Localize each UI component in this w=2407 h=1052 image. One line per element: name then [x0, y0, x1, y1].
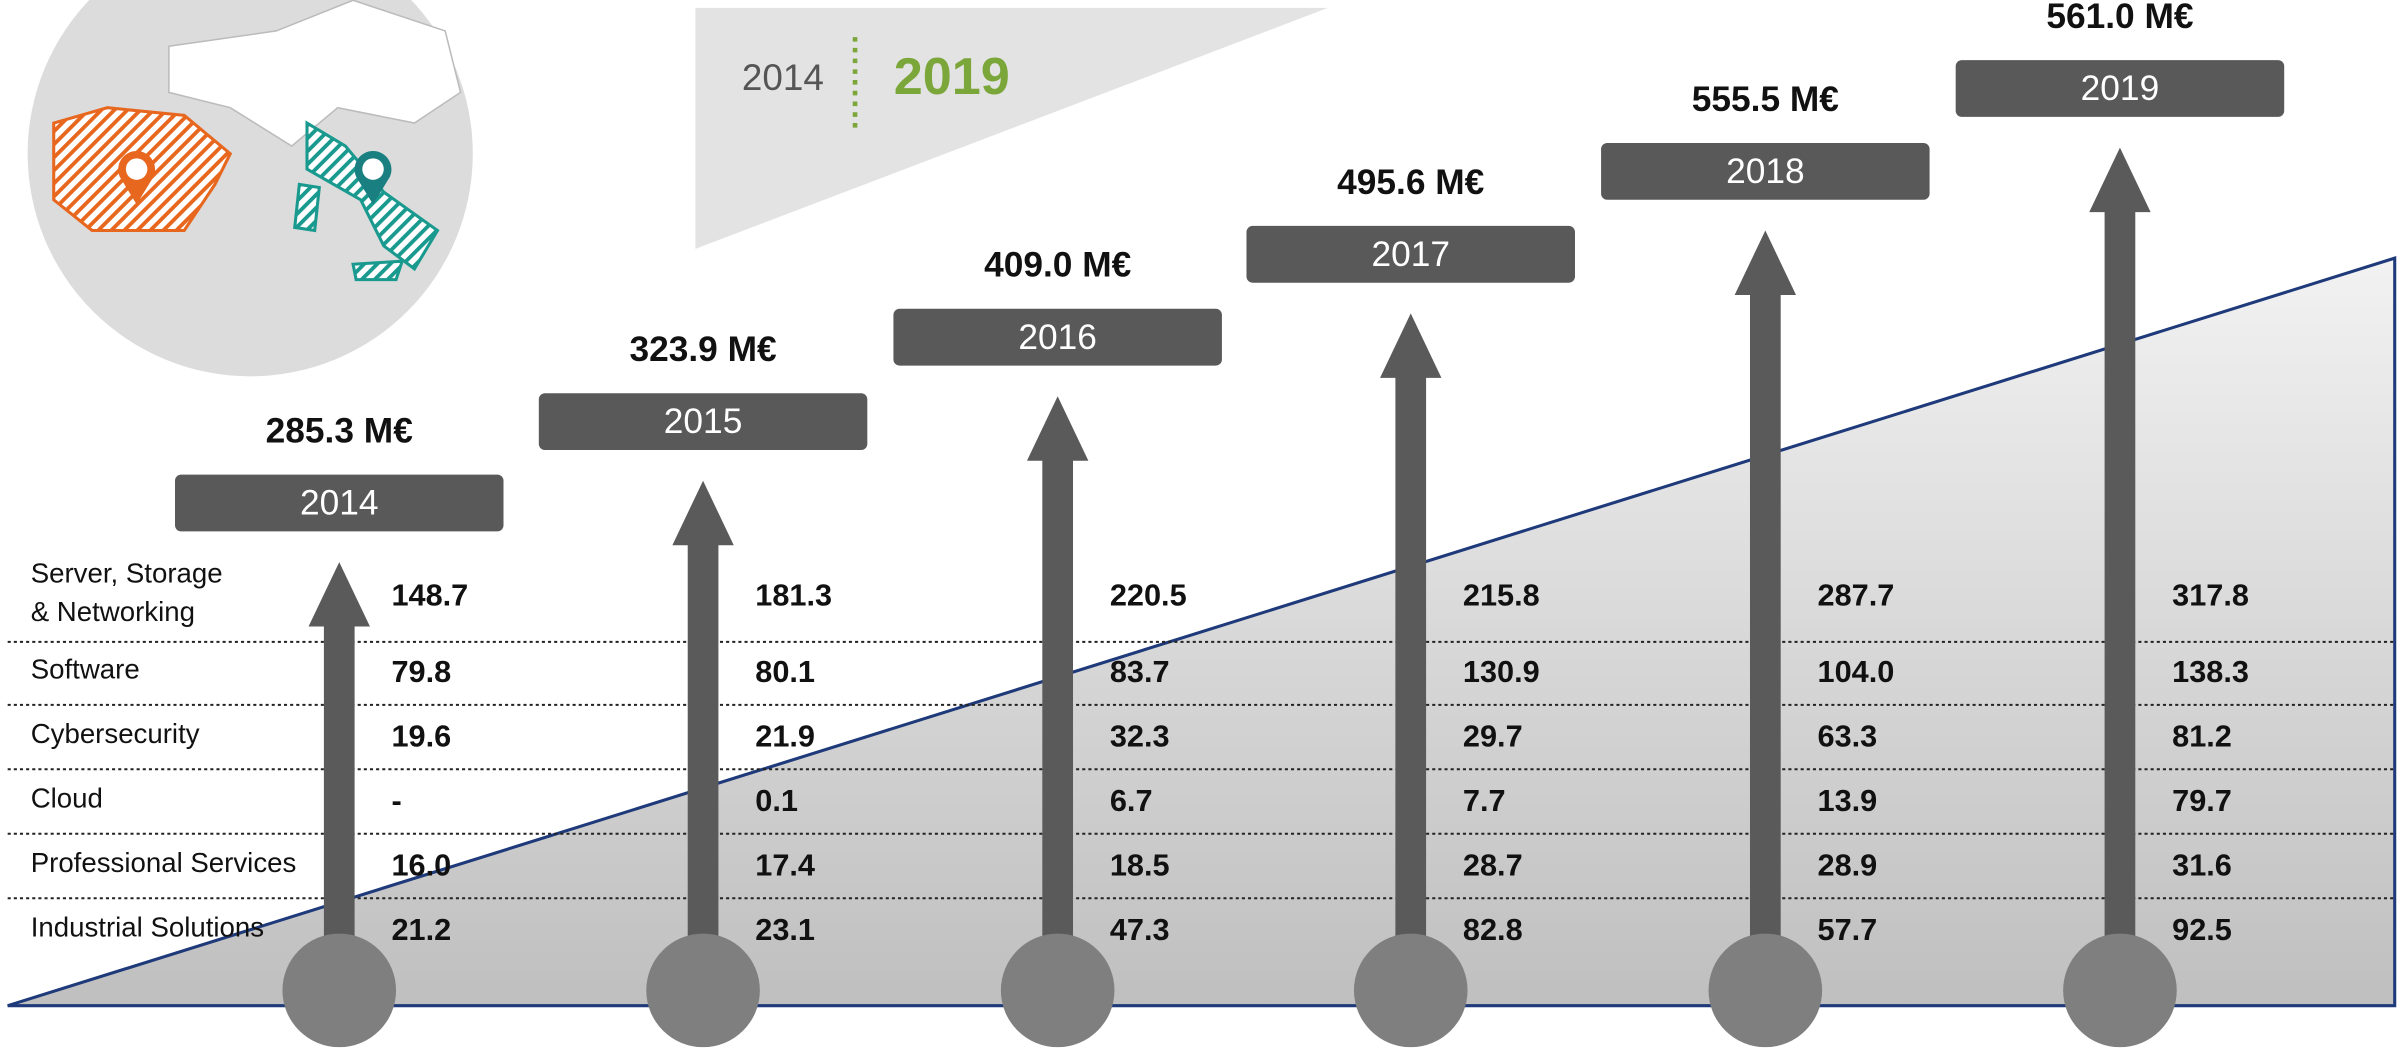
- total-label: 409.0 M€: [984, 246, 1132, 285]
- cell-value: 19.6: [391, 719, 451, 754]
- arrow-head: [672, 480, 734, 546]
- cell-value: -: [391, 783, 401, 818]
- year-box: [1955, 60, 2285, 117]
- base-circle: [1708, 933, 1823, 1048]
- cell-value: 220.5: [1110, 577, 1187, 612]
- period-start: 2014: [742, 57, 824, 98]
- arrow-shaft: [1042, 454, 1074, 940]
- base-circle: [282, 933, 397, 1048]
- cell-value: 21.9: [755, 719, 815, 754]
- arrow-shaft: [323, 620, 355, 940]
- cell-value: 83.7: [1110, 654, 1170, 689]
- cell-value: 181.3: [755, 577, 832, 612]
- cell-value: 23.1: [755, 912, 815, 947]
- year-box: [1246, 225, 1575, 283]
- year-box: [893, 308, 1222, 366]
- cell-value: 138.3: [2172, 654, 2249, 689]
- year-label: 2018: [1726, 152, 1805, 191]
- year-label: 2016: [1018, 318, 1097, 357]
- arrow-shaft: [2104, 205, 2136, 940]
- base-circle: [646, 933, 760, 1048]
- year-box: [538, 393, 868, 451]
- cell-value: 21.2: [391, 912, 451, 947]
- base-circle: [2063, 933, 2177, 1048]
- cell-value: 79.8: [391, 654, 451, 689]
- cell-value: 130.9: [1463, 654, 1540, 689]
- arrow-head: [308, 562, 370, 627]
- cell-value: 6.7: [1110, 783, 1153, 818]
- year-label: 2014: [300, 484, 379, 523]
- year-label: 2015: [664, 402, 743, 441]
- total-label: 495.6 M€: [1337, 163, 1485, 202]
- cell-value: 13.9: [1818, 783, 1878, 818]
- cell-value: 17.4: [755, 848, 815, 883]
- cell-value: 32.3: [1110, 719, 1170, 754]
- cell-value: 80.1: [755, 654, 815, 689]
- year-box: [174, 474, 504, 532]
- cell-value: 104.0: [1818, 654, 1895, 689]
- base-circle: [1000, 933, 1115, 1048]
- base-circle: [1353, 933, 1468, 1048]
- cell-value: 79.7: [2172, 783, 2232, 818]
- row-label: Software: [31, 653, 140, 684]
- map: [27, 0, 473, 377]
- row-label: Cybersecurity: [31, 718, 200, 749]
- cell-value: 92.5: [2172, 912, 2232, 947]
- row-label: & Networking: [31, 596, 195, 627]
- arrow-head: [1026, 396, 1089, 461]
- year-label: 2017: [1371, 235, 1450, 274]
- row-label: Server, Storage: [31, 557, 223, 588]
- cell-value: 148.7: [391, 577, 468, 612]
- arrow-head: [1734, 230, 1797, 295]
- cell-value: 28.7: [1463, 848, 1523, 883]
- cell-value: 317.8: [2172, 577, 2249, 612]
- row-label: Cloud: [31, 782, 103, 813]
- cell-value: 18.5: [1110, 848, 1170, 883]
- total-label: 561.0 M€: [2046, 0, 2194, 36]
- row-label: Industrial Solutions: [31, 911, 264, 942]
- cell-value: 29.7: [1463, 719, 1523, 754]
- cell-value: 287.7: [1818, 577, 1895, 612]
- cell-value: 63.3: [1818, 719, 1878, 754]
- arrow-shaft: [687, 539, 719, 940]
- arrow-shaft: [1749, 288, 1781, 940]
- cell-value: 31.6: [2172, 848, 2232, 883]
- cell-value: 57.7: [1818, 912, 1878, 947]
- cell-value: 7.7: [1463, 783, 1506, 818]
- cell-value: 28.9: [1818, 848, 1878, 883]
- year-box: [1601, 142, 1930, 200]
- year-label: 2019: [2081, 69, 2160, 108]
- cell-value: 0.1: [755, 783, 798, 818]
- period-end: 2019: [894, 48, 1010, 106]
- cell-value: 47.3: [1110, 912, 1170, 947]
- total-label: 555.5 M€: [1692, 80, 1840, 119]
- arrow-head: [2089, 147, 2151, 213]
- row-label: Professional Services: [31, 847, 297, 878]
- total-label: 323.9 M€: [629, 330, 777, 369]
- banner: [695, 7, 1328, 249]
- arrow-shaft: [1395, 371, 1427, 940]
- cell-value: 16.0: [391, 848, 451, 883]
- arrow-head: [1380, 313, 1442, 378]
- growth-triangle: [7, 256, 2397, 1008]
- cell-value: 82.8: [1463, 912, 1523, 947]
- total-label: 285.3 M€: [266, 411, 414, 450]
- cell-value: 81.2: [2172, 719, 2232, 754]
- cell-value: 215.8: [1463, 577, 1540, 612]
